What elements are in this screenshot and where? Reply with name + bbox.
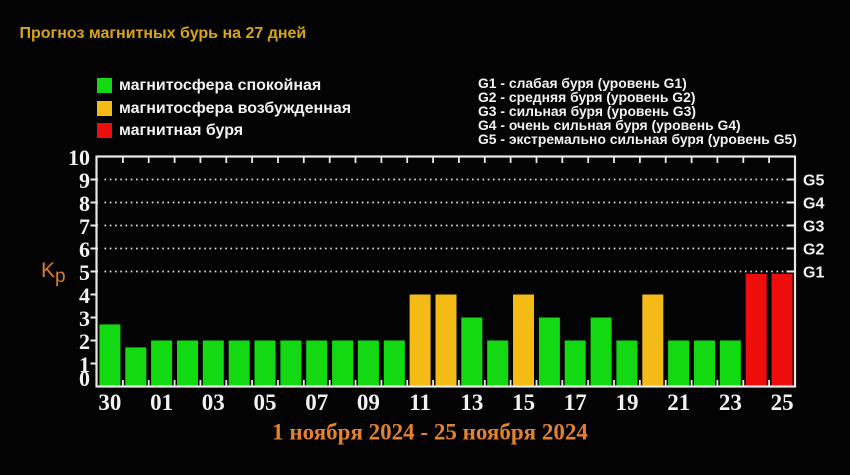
svg-text:05: 05 (254, 390, 277, 415)
svg-text:G2: G2 (803, 241, 824, 258)
svg-text:11: 11 (409, 390, 431, 415)
svg-text:25: 25 (771, 390, 794, 415)
svg-text:17: 17 (564, 390, 587, 415)
svg-text:2: 2 (79, 329, 90, 354)
svg-text:19: 19 (616, 390, 639, 415)
svg-text:21: 21 (667, 390, 690, 415)
svg-text:6: 6 (79, 237, 90, 262)
svg-text:10: 10 (68, 145, 90, 170)
svg-text:30: 30 (98, 390, 121, 415)
svg-text:G3: G3 (803, 218, 824, 235)
svg-text:0: 0 (79, 366, 90, 391)
svg-text:Kp: Kp (41, 259, 66, 287)
svg-text:09: 09 (357, 390, 380, 415)
svg-text:23: 23 (719, 390, 742, 415)
svg-text:03: 03 (202, 390, 225, 415)
svg-text:4: 4 (79, 283, 90, 308)
svg-text:1: 1 (79, 352, 90, 377)
svg-text:G5: G5 (803, 172, 824, 189)
svg-text:3: 3 (79, 306, 90, 331)
svg-text:1 ноября 2024 - 25 ноября 2024: 1 ноября 2024 - 25 ноября 2024 (272, 420, 588, 445)
svg-text:G1: G1 (803, 264, 824, 281)
svg-text:9: 9 (79, 168, 90, 193)
svg-text:15: 15 (512, 390, 535, 415)
svg-text:5: 5 (79, 260, 90, 285)
svg-text:7: 7 (79, 214, 90, 239)
svg-text:07: 07 (305, 390, 328, 415)
svg-text:8: 8 (79, 191, 90, 216)
svg-text:G4: G4 (803, 195, 824, 212)
svg-text:01: 01 (150, 390, 173, 415)
svg-text:13: 13 (460, 390, 483, 415)
